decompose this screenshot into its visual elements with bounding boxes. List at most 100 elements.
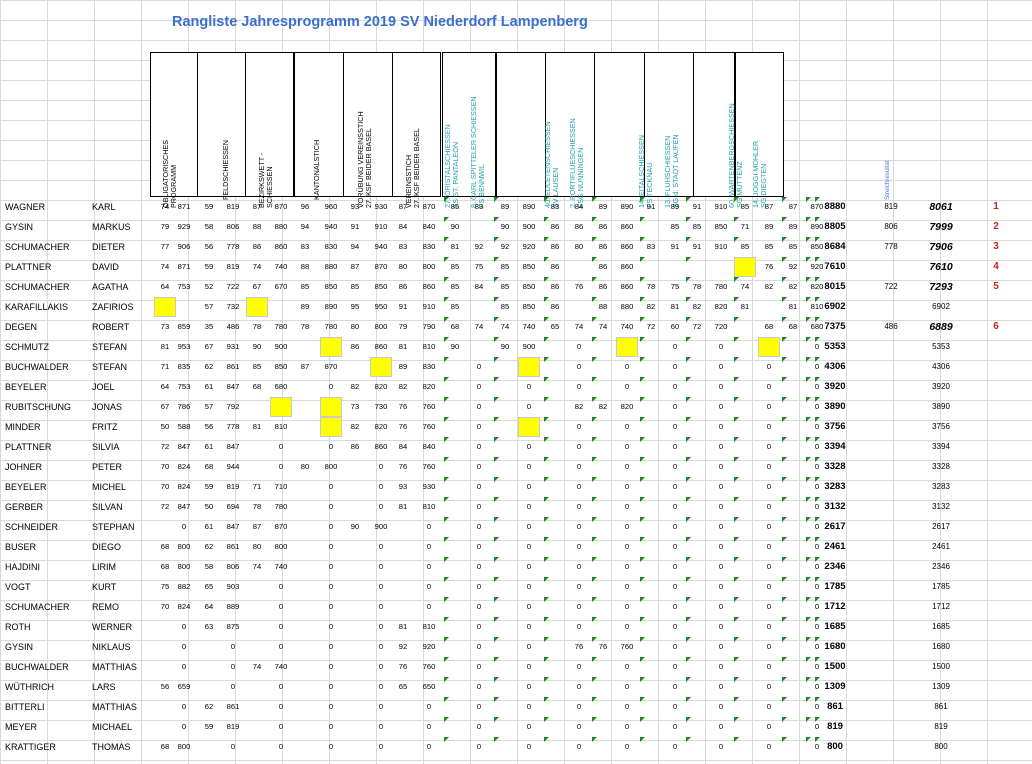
score-cell: 882 bbox=[177, 582, 191, 591]
score-cell bbox=[344, 597, 366, 617]
score-cell: 710 bbox=[274, 482, 288, 491]
comment-marker bbox=[782, 357, 787, 362]
score-cell bbox=[544, 577, 566, 597]
table-row: BUCHWALDER MATTHIAS 0 0 74 740 0 0 76 760 0 0 0 0 0 0 0 0… bbox=[0, 657, 1032, 677]
score-cell bbox=[444, 377, 466, 397]
comment-marker bbox=[686, 377, 691, 382]
comment-marker bbox=[815, 417, 820, 422]
first-name: STEFAN bbox=[92, 342, 128, 352]
comment-marker bbox=[815, 737, 820, 742]
score-cell: 82 bbox=[764, 282, 774, 291]
score-cell: 0 bbox=[576, 362, 582, 371]
score-cell bbox=[544, 697, 566, 717]
table-row: SCHMUTZ STEFAN 81 953 67 931 90 900 86 860 81 810 90… bbox=[0, 337, 1032, 357]
comment-marker bbox=[544, 237, 549, 242]
score-cell: 81 bbox=[160, 342, 170, 351]
comment-marker bbox=[806, 517, 811, 522]
score-cell bbox=[734, 717, 756, 737]
comment-marker bbox=[444, 437, 449, 442]
comment-marker bbox=[815, 457, 820, 462]
score-cell: 95 bbox=[350, 302, 360, 311]
score-cell bbox=[640, 617, 662, 637]
comment-marker bbox=[686, 557, 691, 562]
score-cell: 0 bbox=[181, 642, 187, 651]
score-cell: 68 bbox=[160, 562, 170, 571]
comment-marker bbox=[494, 437, 499, 442]
score-cell: 0 bbox=[718, 742, 724, 751]
score-cell bbox=[246, 677, 268, 697]
comment-marker bbox=[544, 617, 549, 622]
score-cell: 84 bbox=[574, 202, 584, 211]
first-name: THOMAS bbox=[92, 742, 131, 752]
total-score: 3283 bbox=[815, 477, 855, 497]
score-cell: 96 bbox=[300, 202, 310, 211]
comment-marker bbox=[734, 597, 739, 602]
score-cell: 0 bbox=[328, 702, 334, 711]
score-cell: 588 bbox=[177, 422, 191, 431]
score-cell: 0 bbox=[476, 362, 482, 371]
score-cell: 76 bbox=[398, 422, 408, 431]
comment-marker bbox=[782, 497, 787, 502]
comment-marker bbox=[544, 717, 549, 722]
score-cell: 76 bbox=[592, 637, 614, 657]
score-cell: 0 bbox=[718, 442, 724, 451]
streich-value bbox=[868, 657, 914, 677]
score-cell bbox=[544, 457, 566, 477]
score-cell bbox=[344, 357, 366, 377]
score-cell bbox=[734, 597, 756, 617]
score-cell: 0 bbox=[718, 702, 724, 711]
score-cell: 670 bbox=[274, 282, 288, 291]
column-header: KANTONALSTICH bbox=[312, 140, 321, 200]
comment-marker bbox=[734, 577, 739, 582]
score-cell: 0 bbox=[718, 402, 724, 411]
score-cell: 800 bbox=[177, 742, 191, 751]
comment-marker bbox=[494, 477, 499, 482]
score-cell: 0 bbox=[672, 422, 678, 431]
comment-marker bbox=[494, 517, 499, 522]
score-cell bbox=[344, 577, 366, 597]
score-cell bbox=[782, 677, 804, 697]
score-cell bbox=[734, 397, 756, 417]
score-cell: 847 bbox=[226, 522, 240, 531]
score-cell: 68 bbox=[444, 317, 466, 337]
comment-marker bbox=[686, 737, 691, 742]
score-cell: 740 bbox=[274, 562, 288, 571]
last-name: PLATTNER bbox=[5, 442, 52, 452]
score-cell: 81 bbox=[398, 342, 408, 351]
comment-marker bbox=[806, 677, 811, 682]
comment-marker bbox=[444, 677, 449, 682]
score-cell bbox=[640, 217, 662, 237]
score-cell: 63 bbox=[204, 622, 214, 631]
streich-value: 806 bbox=[884, 222, 898, 231]
comment-marker bbox=[782, 697, 787, 702]
score-cell bbox=[344, 477, 366, 497]
table-row: MINDER FRITZ 50 588 56 778 81 810 82 820 76 760 0 0 0 0… bbox=[0, 417, 1032, 437]
score-cell bbox=[246, 457, 268, 477]
last-name: MEYER bbox=[5, 722, 38, 732]
score-cell: 67 bbox=[204, 342, 214, 351]
streich-value bbox=[868, 577, 914, 597]
score-cell: 0 bbox=[328, 522, 334, 531]
comment-marker bbox=[640, 637, 645, 642]
final-score: 1500 bbox=[932, 662, 950, 671]
comment-marker bbox=[640, 697, 645, 702]
score-cell: 0 bbox=[672, 742, 678, 751]
score-cell bbox=[444, 437, 466, 457]
score-cell bbox=[444, 617, 466, 637]
final-score: 5353 bbox=[932, 342, 950, 351]
score-cell bbox=[592, 377, 614, 397]
first-name: MICHAEL bbox=[92, 722, 133, 732]
score-cell: 76 bbox=[398, 462, 408, 471]
comment-marker bbox=[806, 257, 811, 262]
comment-marker bbox=[734, 477, 739, 482]
total-score: 8880 bbox=[815, 197, 855, 217]
last-name: GYSIN bbox=[5, 222, 34, 232]
score-cell: 861 bbox=[226, 362, 240, 371]
score-cell: 86 bbox=[592, 257, 614, 277]
first-name: DIETER bbox=[92, 242, 126, 252]
score-cell: 86 bbox=[398, 282, 408, 291]
table-row: SCHUMACHER REMO 70 824 64 889 0 0 0 0 0 0 0 0 0 0 0 0 1712… bbox=[0, 597, 1032, 617]
score-cell bbox=[444, 637, 466, 657]
score-cell: 820 bbox=[422, 382, 436, 391]
first-name: ROBERT bbox=[92, 322, 130, 332]
